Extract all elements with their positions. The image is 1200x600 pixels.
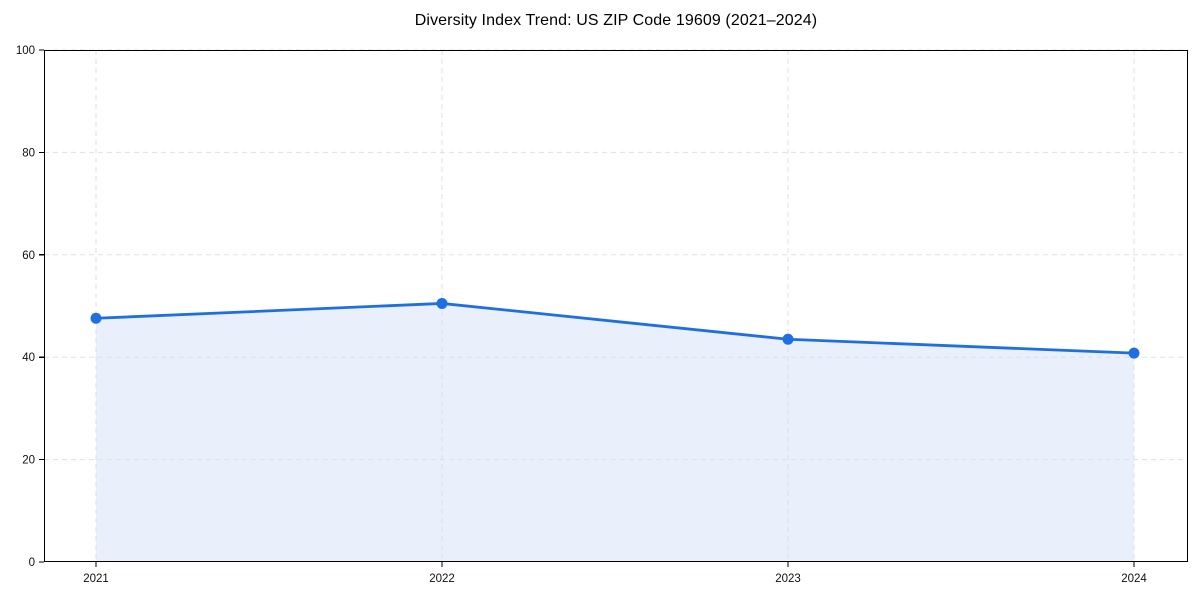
y-tick-label: 60 [22, 250, 35, 262]
chart-title: Diversity Index Trend: US ZIP Code 19609… [414, 12, 818, 29]
data-point-marker [436, 297, 448, 309]
trend-line [94, 302, 1136, 355]
y-tick-label: 100 [16, 45, 35, 57]
x-tick-label: 2021 [83, 573, 109, 585]
y-tick-label: 40 [22, 352, 35, 364]
x-tick-label: 2022 [429, 573, 455, 585]
plot-frame [43, 49, 1189, 563]
x-tick-label: 2023 [775, 573, 801, 585]
data-point-marker [1128, 347, 1140, 359]
data-point-marker [782, 333, 794, 345]
area-fill [96, 303, 1134, 562]
y-tick-label: 20 [22, 455, 35, 467]
y-tick-label: 80 [22, 147, 35, 159]
data-point-marker [90, 312, 102, 324]
x-tick-label: 2024 [1121, 573, 1147, 585]
y-tick-label: 0 [29, 557, 35, 569]
